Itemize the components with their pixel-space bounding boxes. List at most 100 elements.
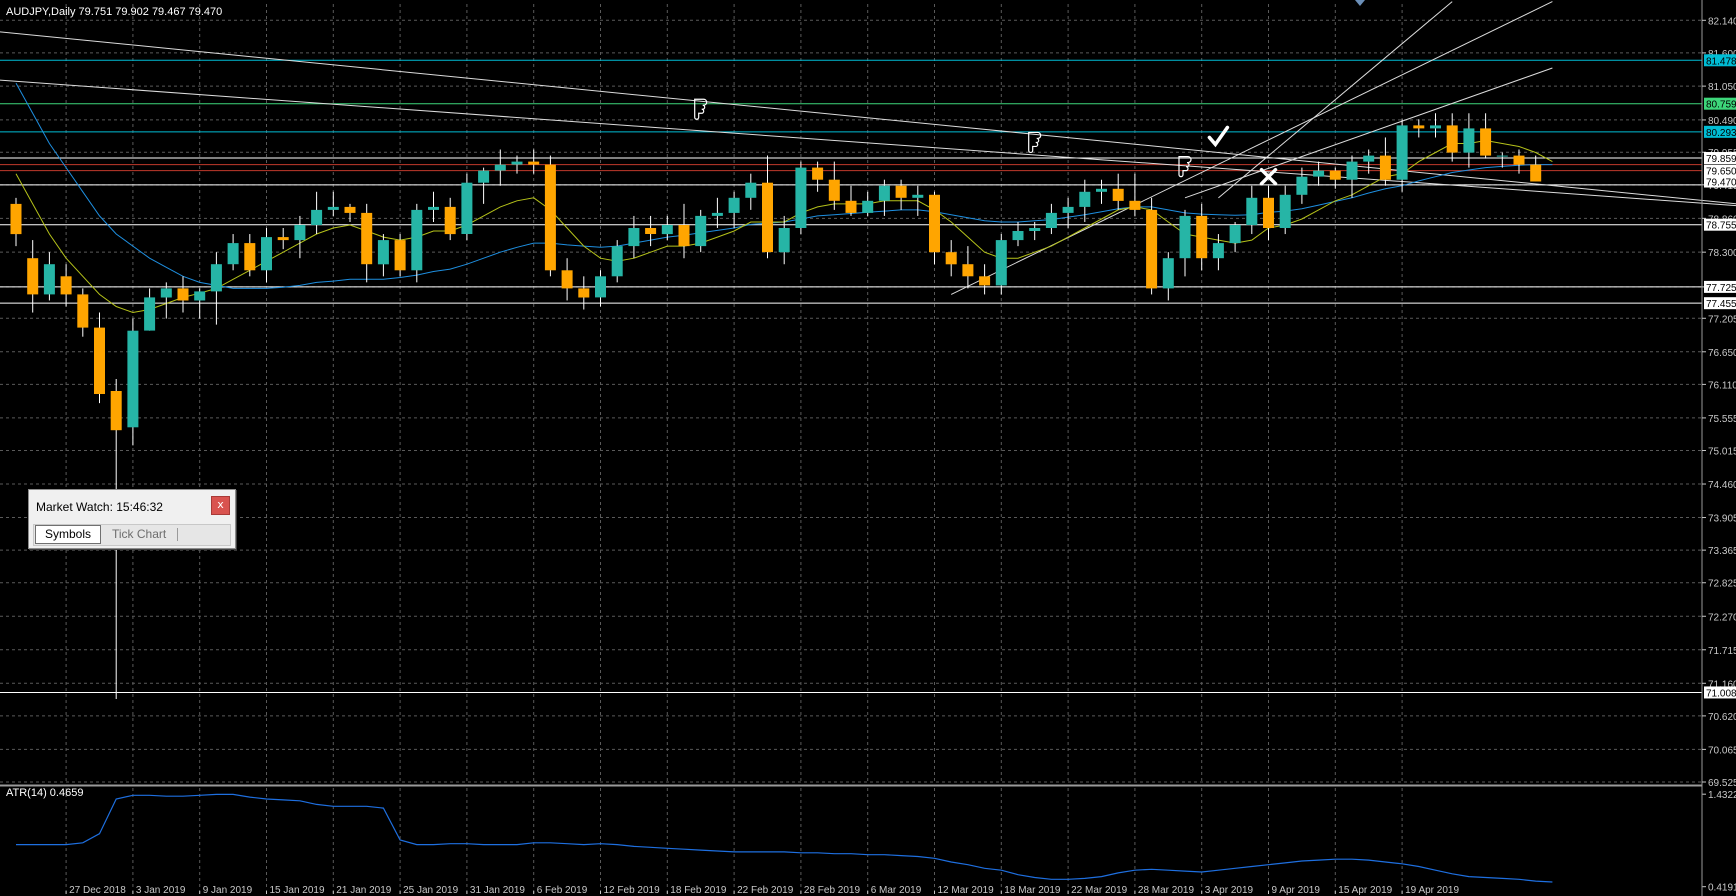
candle <box>1179 209 1191 277</box>
price-label-box <box>1704 54 1736 67</box>
candle <box>1079 179 1091 222</box>
candle-body <box>1179 215 1191 259</box>
candles <box>10 113 1542 699</box>
trade-markers <box>694 98 1278 186</box>
tab-symbols[interactable]: Symbols <box>35 525 102 544</box>
candle-body <box>94 327 105 394</box>
shift-marker-icon <box>1355 0 1365 6</box>
candle <box>1313 161 1325 186</box>
candle <box>595 270 606 307</box>
market-watch-panel[interactable]: Market Watch: 15:46:32 x Symbols Tick Ch… <box>28 489 236 549</box>
price-tick-label: 81.050 <box>1708 82 1736 93</box>
price-tick-label: 75.555 <box>1708 414 1736 425</box>
date-tick-label: 31 Jan 2019 <box>470 885 525 896</box>
date-tick-label: 15 Jan 2019 <box>270 885 325 896</box>
candle <box>528 149 540 174</box>
trendline <box>0 31 1736 205</box>
price-tick-label: 71.160 <box>1708 679 1736 690</box>
candle <box>828 161 840 210</box>
candle <box>311 191 323 235</box>
date-tick-label: 22 Feb 2019 <box>737 885 794 896</box>
tab-tick-chart[interactable]: Tick Chart <box>112 527 167 541</box>
candle <box>678 203 690 259</box>
thumb-icon <box>694 98 708 120</box>
market-watch-tabs: Symbols Tick Chart <box>33 524 231 546</box>
candle <box>1346 155 1358 198</box>
candle <box>194 288 206 319</box>
candle-body <box>528 161 540 165</box>
price-tick-label: 75.015 <box>1708 447 1736 458</box>
candle-body <box>912 194 924 198</box>
cross-icon <box>1259 167 1278 186</box>
candle-body <box>628 228 640 247</box>
candle-body <box>1029 228 1041 231</box>
candle-body <box>611 246 623 277</box>
candle <box>327 191 339 216</box>
date-tick-label: 3 Apr 2019 <box>1205 885 1254 896</box>
candle <box>1129 173 1141 216</box>
candle-body <box>494 164 506 171</box>
date-tick-label: 18 Feb 2019 <box>670 885 727 896</box>
date-tick-label: 28 Feb 2019 <box>804 885 861 896</box>
candle <box>261 228 272 283</box>
candle <box>1396 119 1408 192</box>
candle-body <box>678 225 690 247</box>
candle-body <box>1012 231 1024 241</box>
candle-body <box>929 194 940 253</box>
candle <box>862 191 874 216</box>
candle-body <box>294 225 306 241</box>
candle <box>1446 113 1458 162</box>
candle <box>1480 113 1492 159</box>
candle-body <box>177 288 189 301</box>
candle-body <box>1062 206 1074 213</box>
price-tick-label: 82.140 <box>1708 16 1736 27</box>
candle <box>645 215 657 247</box>
candle <box>979 264 991 295</box>
candle-body <box>411 209 423 271</box>
price-tick-label: 77.205 <box>1708 314 1736 325</box>
candle <box>1112 173 1124 210</box>
candle-body <box>1446 125 1458 153</box>
candle <box>60 264 72 307</box>
candle <box>210 252 222 325</box>
close-icon[interactable]: x <box>211 496 230 515</box>
candle-body <box>1413 125 1425 129</box>
candle <box>1146 197 1158 295</box>
candle <box>494 149 506 186</box>
candle-body <box>1146 209 1158 289</box>
candle-body <box>461 182 473 234</box>
candle-body <box>194 291 206 301</box>
candle-body <box>828 179 840 201</box>
date-tick-label: 12 Feb 2019 <box>604 885 661 896</box>
date-tick-label: 12 Mar 2019 <box>938 885 995 896</box>
candle-body <box>878 185 890 201</box>
candle-body <box>845 200 857 213</box>
price-label-box <box>1704 280 1736 293</box>
candle <box>1045 203 1057 235</box>
candle <box>1496 152 1508 168</box>
candle <box>144 288 156 331</box>
candle <box>461 173 473 241</box>
candle <box>1329 167 1341 189</box>
candle-body <box>979 276 991 286</box>
price-label-text: 80.293 <box>1706 128 1736 139</box>
candle-body <box>595 276 606 298</box>
candle <box>795 161 807 235</box>
candle-body <box>1496 155 1508 157</box>
price-label-text: 77.455 <box>1706 299 1736 310</box>
price-label-text: 79.650 <box>1706 167 1736 178</box>
date-tick-label: 18 Mar 2019 <box>1004 885 1061 896</box>
candle <box>1379 137 1391 186</box>
candle <box>444 197 456 241</box>
candle-body <box>1279 194 1291 228</box>
market-watch-title: Market Watch: 15:46:32 <box>36 500 163 514</box>
candle-body <box>1162 258 1174 289</box>
candle <box>1413 119 1425 138</box>
candle-body <box>261 237 272 271</box>
candle <box>1530 155 1542 182</box>
candle-body <box>1246 197 1258 225</box>
candle <box>661 215 673 241</box>
candle <box>1012 221 1024 247</box>
